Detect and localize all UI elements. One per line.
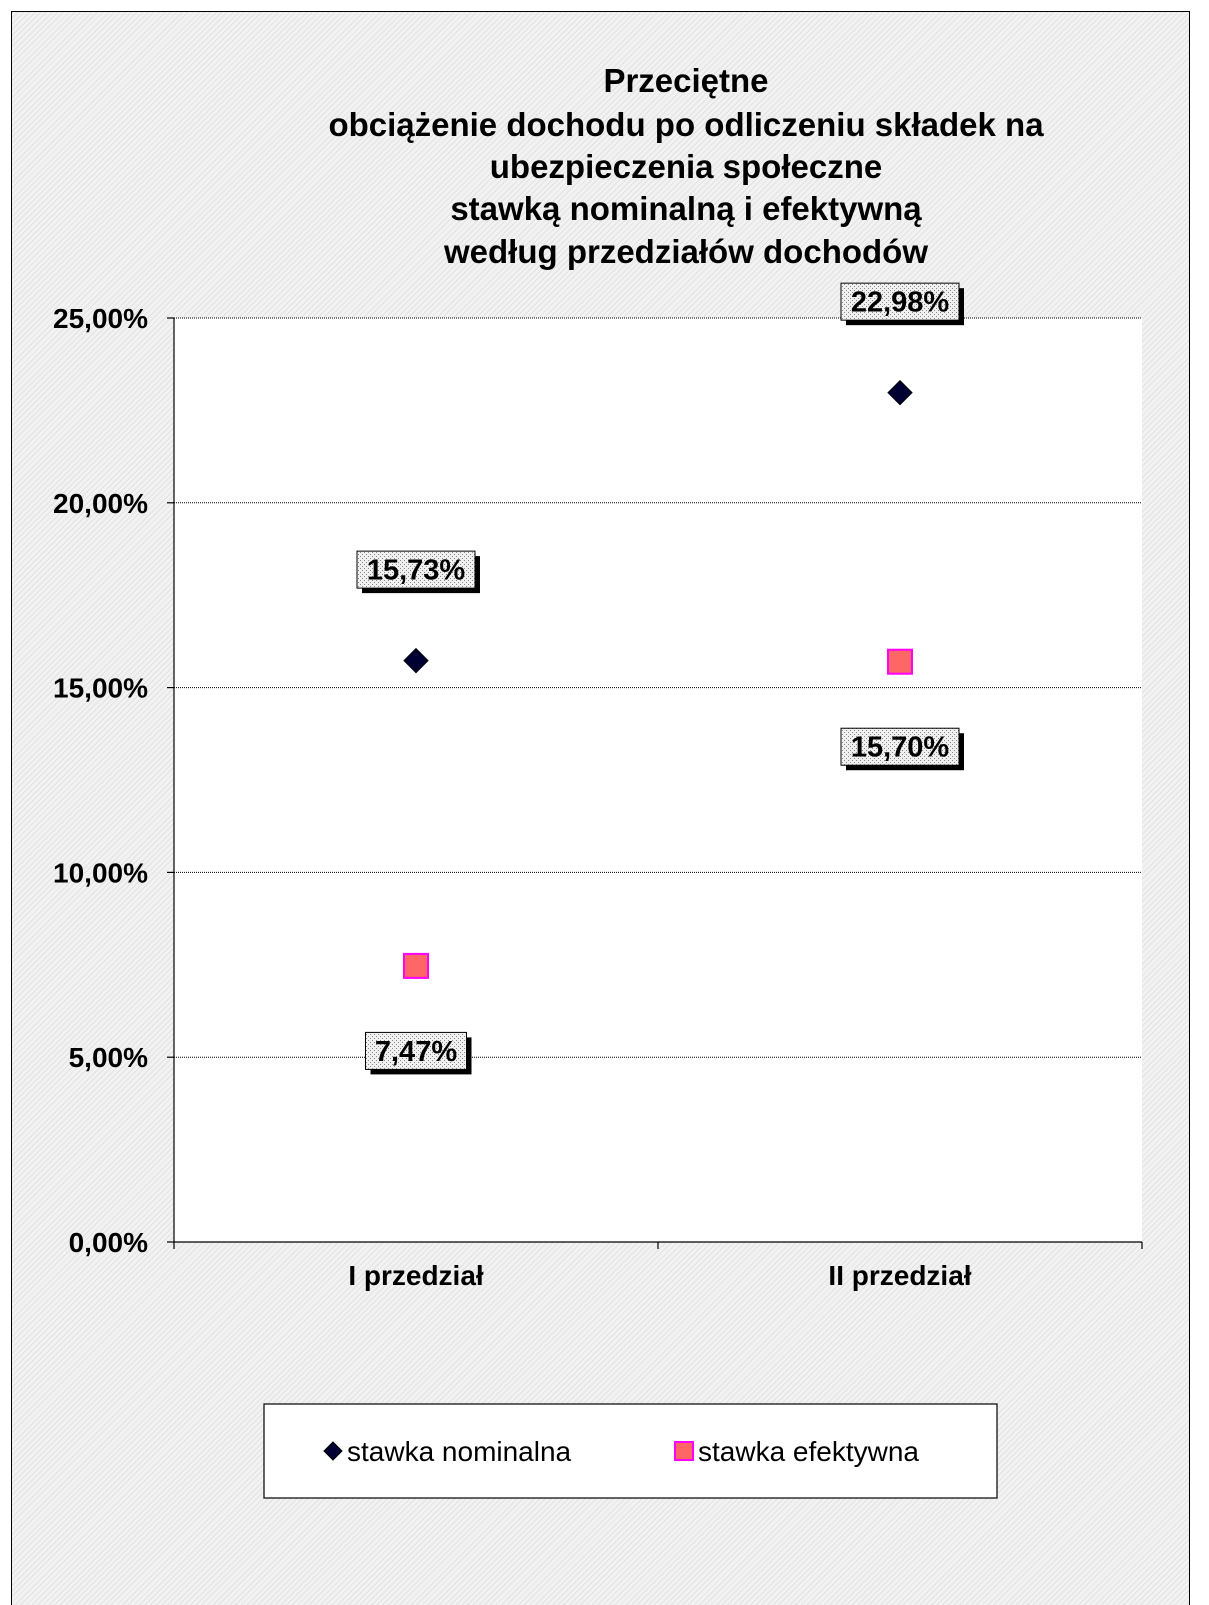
y-tick-label: 20,00%	[53, 488, 148, 519]
chart-title-line: według przedziałów dochodów	[443, 233, 928, 270]
data-label: 15,73%	[356, 550, 480, 594]
data-label: 22,98%	[840, 282, 964, 326]
data-markers	[403, 379, 913, 979]
legend-label: stawka efektywna	[698, 1436, 919, 1467]
marker-stawka-nominalna	[403, 647, 429, 674]
chart-title-line: Przeciętne	[603, 62, 768, 99]
data-label-box	[840, 282, 960, 321]
x-tick-label: II przedział	[828, 1260, 971, 1291]
legend-label: stawka nominalna	[347, 1436, 572, 1467]
legend-entry: stawka efektywna	[674, 1436, 919, 1467]
marker-stawka-efektywna	[403, 952, 429, 979]
gridlines	[174, 317, 1142, 1058]
x-axis-tick-labels: I przedział II przedział	[348, 1260, 971, 1291]
y-tick-label: 15,00%	[53, 673, 148, 704]
chart-title-line: ubezpieczenia społeczne	[490, 148, 882, 185]
marker-stawka-nominalna	[323, 1441, 343, 1461]
data-label-box	[365, 1031, 467, 1070]
y-tick-label: 5,00%	[69, 1042, 148, 1073]
data-label-text: 7,47%	[375, 1036, 457, 1068]
data-label-text: 15,70%	[851, 732, 950, 764]
marker-stawka-nominalna	[887, 379, 913, 406]
plot-area	[174, 318, 1142, 1242]
axes	[167, 317, 1143, 1249]
chart-title: Przeciętne obciążenie dochodu po odlicze…	[328, 62, 1044, 270]
chart-title-line: obciążenie dochodu po odliczeniu składek…	[328, 106, 1044, 143]
data-label-box	[356, 550, 476, 589]
legend: stawka nominalna stawka efektywna	[263, 1403, 998, 1499]
data-label-text: 22,98%	[851, 287, 950, 319]
chart-title-line: stawką nominalną i efektywną	[450, 190, 922, 227]
data-label: 7,47%	[365, 1031, 472, 1075]
data-label: 15,70%	[840, 727, 964, 771]
legend-entry: stawka nominalna	[323, 1436, 572, 1467]
marker-stawka-efektywna	[887, 648, 913, 675]
y-tick-label: 0,00%	[69, 1227, 148, 1258]
data-labels: 15,73% 22,98% 7,47% 15,70%	[356, 282, 964, 1075]
y-tick-label: 10,00%	[53, 857, 148, 888]
x-tick-label: I przedział	[348, 1260, 484, 1291]
data-label-box	[840, 727, 960, 766]
y-axis-tick-labels: 0,00% 5,00% 10,00% 15,00% 20,00% 25,00%	[53, 303, 148, 1258]
marker-stawka-efektywna	[674, 1441, 694, 1461]
y-tick-label: 25,00%	[53, 303, 148, 334]
legend-box	[263, 1403, 998, 1499]
data-label-text: 15,73%	[367, 555, 466, 587]
